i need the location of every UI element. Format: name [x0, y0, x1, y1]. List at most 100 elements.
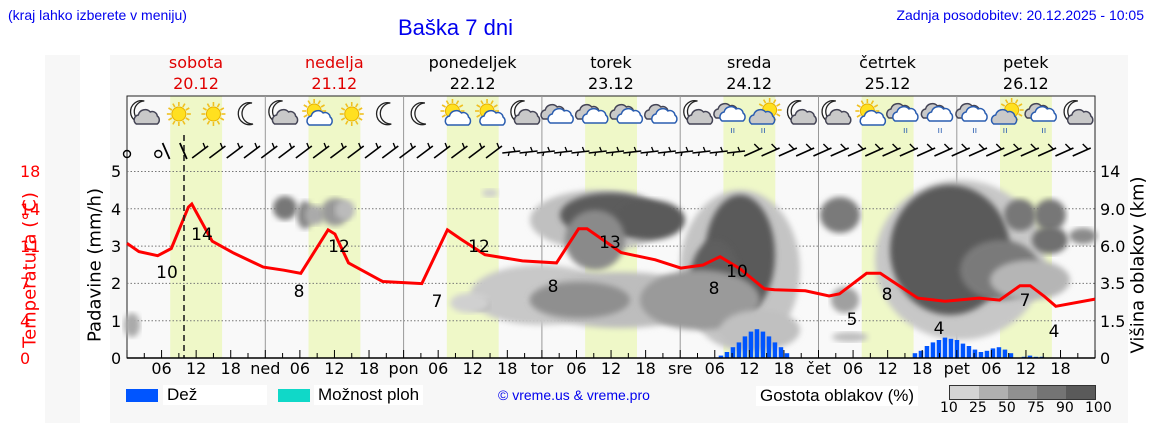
sun-cloud-icon	[475, 99, 506, 126]
x-tick-label: 12	[462, 359, 483, 378]
prec-tick: 2	[111, 274, 122, 293]
day-name: torek	[590, 53, 632, 72]
cloud-density-swatch	[950, 386, 979, 399]
x-tick-label: pet	[943, 359, 970, 378]
sun-cloud-rain-icon: ıı	[748, 98, 782, 136]
day-name: sreda	[727, 53, 772, 72]
rain-legend-label: Dež	[163, 385, 267, 405]
day-name: sobota	[168, 53, 224, 72]
x-tick-label: 18	[912, 359, 933, 378]
page-title: Baška 7 dni	[398, 15, 513, 40]
moon-cloud-icon	[268, 100, 299, 125]
temp-tick: 18	[20, 162, 41, 181]
temp-tick: 0	[20, 349, 31, 368]
region-hint[interactable]: (kraj lahko izberete v meniju)	[8, 7, 187, 23]
day-date: 23.12	[587, 74, 634, 93]
x-tick-label: 12	[600, 359, 622, 378]
moon-cloud-icon	[821, 100, 852, 125]
svg-text:8: 8	[548, 277, 559, 297]
x-tick-label: 18	[635, 359, 656, 378]
moon-cloud-icon	[510, 100, 541, 125]
day-name: četrtek	[859, 53, 916, 72]
x-tick-label: čet	[806, 359, 831, 378]
temperature-line	[126, 201, 1096, 308]
x-tick-label: 18	[497, 359, 518, 378]
sun-icon	[339, 102, 364, 126]
x-tick-label: 18	[773, 359, 795, 378]
prec-tick: 4	[111, 200, 122, 219]
cloud-density-label: Gostota oblakov (%)	[756, 386, 919, 406]
x-tick-label: 06	[981, 359, 1002, 378]
svg-text:7: 7	[432, 292, 443, 312]
x-tick-label: tor	[530, 359, 554, 378]
copyright-link[interactable]: © vreme.us & vreme.pro	[498, 387, 650, 403]
day-header: ponedeljek 22.12	[404, 52, 542, 94]
x-tick-label: 12	[324, 359, 345, 378]
moon-cloud-icon	[129, 100, 160, 125]
cloud-rain-icon: ıı	[920, 102, 954, 136]
x-tick-label: ned	[250, 359, 281, 378]
svg-text:4: 4	[1049, 322, 1060, 342]
day-date: 25.12	[864, 74, 911, 93]
moon-cloud-icon	[1063, 100, 1094, 125]
x-axis-ticks	[126, 350, 1096, 358]
wind-barbs-row	[122, 142, 1092, 160]
sun-cloud-rain-icon: ıı	[990, 98, 1024, 136]
svg-text:14: 14	[191, 225, 213, 245]
day-name: nedelja	[304, 53, 364, 72]
day-date: 22.12	[449, 74, 496, 93]
svg-text:12: 12	[468, 237, 490, 257]
moon-cloud-icon	[786, 100, 817, 125]
rain-legend-swatch	[126, 389, 158, 402]
day-header: torek 23.12	[542, 52, 680, 94]
moon-icon	[375, 102, 392, 126]
day-header: četrtek 25.12	[819, 52, 957, 94]
svg-text:7: 7	[1020, 291, 1031, 311]
svg-text:ıı: ıı	[1041, 126, 1046, 136]
day-date: 24.12	[726, 74, 773, 93]
x-tick-label: sre	[667, 359, 693, 378]
cloud-tick: 6.0	[1100, 237, 1126, 256]
cloud-icon	[644, 103, 678, 124]
temp-tick: 4	[20, 312, 31, 331]
x-tick-label: 12	[185, 359, 207, 378]
day-name: petek	[1003, 53, 1049, 72]
svg-text:8: 8	[709, 279, 720, 299]
cloud-density-field	[124, 180, 1097, 350]
cloud-tick: 14	[1100, 162, 1121, 181]
temp-tick: 7	[20, 274, 31, 293]
cloud-tick: 3.5	[1100, 274, 1126, 293]
temp-tick: 14	[20, 200, 41, 219]
svg-text:12: 12	[328, 237, 350, 257]
day-header: nedelja 21.12	[265, 52, 403, 94]
sun-icon	[166, 102, 191, 126]
day-date: 21.12	[311, 74, 358, 93]
sun-cloud-icon	[302, 99, 333, 126]
cloud-density-swatch	[1008, 386, 1037, 399]
prec-tick: 1	[111, 312, 122, 331]
sun-cloud-icon	[855, 99, 887, 126]
svg-text:ıı: ıı	[903, 126, 908, 136]
svg-text:ıı: ıı	[730, 126, 735, 136]
x-tick-label: 06	[151, 359, 172, 378]
last-update: Zadnja posodobitev: 20.12.2025 - 10:05	[896, 7, 1144, 23]
day-header: petek 26.12	[957, 52, 1095, 94]
svg-text:10: 10	[156, 263, 178, 283]
cloud-icon	[540, 103, 574, 124]
left-panel	[45, 55, 80, 423]
svg-text:ıı: ıı	[972, 126, 977, 136]
moon-icon	[237, 102, 254, 126]
svg-text:ıı: ıı	[761, 126, 766, 136]
cloud-density-tick: 50	[998, 400, 1016, 416]
svg-text:4: 4	[934, 319, 945, 339]
prec-tick: 5	[111, 162, 122, 181]
x-tick-label: 18	[358, 359, 380, 378]
cloud-tick: 1.5	[1100, 312, 1126, 331]
cloud-tick: 9.0	[1100, 200, 1126, 219]
storm-legend-swatch	[278, 389, 310, 402]
x-tick-label: pon	[388, 359, 419, 378]
cloud-density-scale	[949, 385, 1096, 400]
weather-icons-row: ıı ıı ıı ıı ıı ıı ıı	[129, 98, 1094, 136]
